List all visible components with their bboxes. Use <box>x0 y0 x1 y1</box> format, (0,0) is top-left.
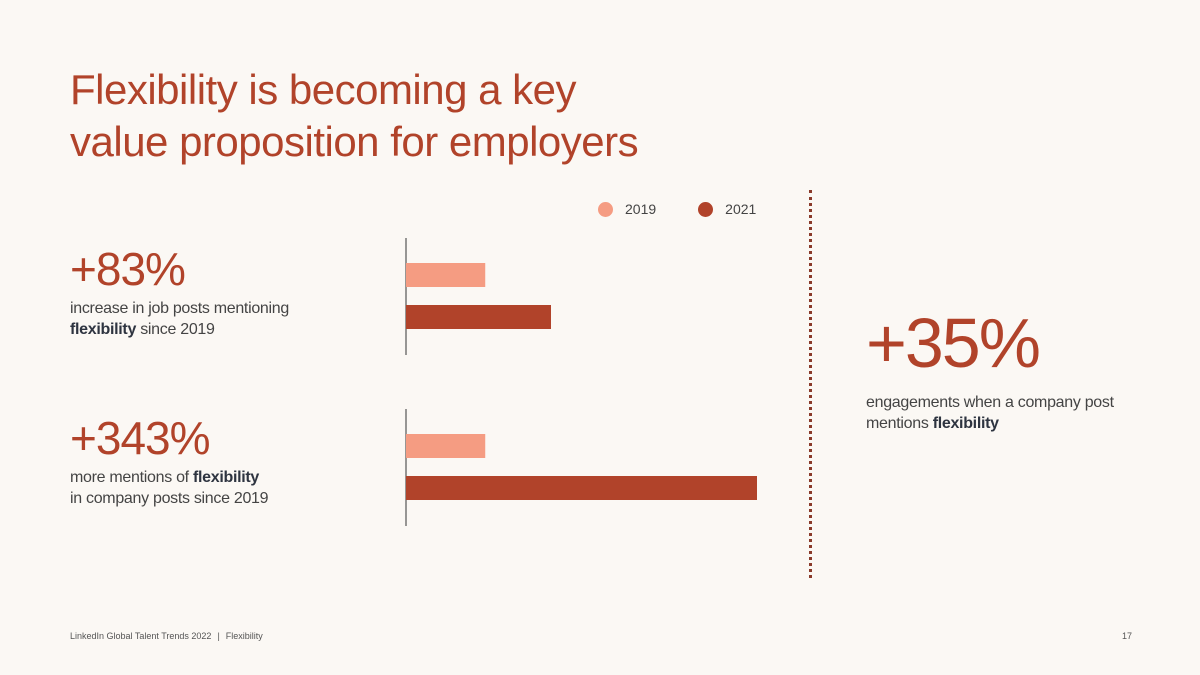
footer-section: Flexibility <box>225 631 263 641</box>
legend-label-2019: 2019 <box>625 201 657 217</box>
footer-source: LinkedIn Global Talent Trends 2022 <box>70 631 212 641</box>
footer-separator: | <box>217 631 220 641</box>
stat-company-posts-text-after: in company posts since 2019 <box>70 490 269 507</box>
stat-engagements-description: engagements when a company post mentions… <box>866 392 1166 434</box>
bar-company_posts-2021 <box>406 476 757 500</box>
legend-item-2021: 2021 <box>698 201 756 217</box>
stat-engagements-text: engagements when a company post mentions <box>866 394 1114 432</box>
bar-company_posts-2019 <box>406 434 486 458</box>
stat-company-posts-text: more mentions of <box>70 469 189 486</box>
stat-job-posts-bold: flexibility <box>70 321 137 338</box>
bar-chart <box>405 238 757 526</box>
stat-engagements-bold: flexibility <box>932 415 999 432</box>
page-title: Flexibility is becoming a key value prop… <box>70 64 770 168</box>
stat-company-posts-value: +343% <box>70 412 211 464</box>
vertical-divider <box>809 190 812 578</box>
stat-company-posts-bold: flexibility <box>192 469 260 486</box>
chart-legend: 2019 2021 <box>598 199 756 219</box>
stat-job-posts-description: increase in job posts mentioning flexibi… <box>70 298 390 340</box>
page-number: 17 <box>1121 631 1132 641</box>
bar-job_posts-2019 <box>406 263 486 287</box>
legend-label-2021: 2021 <box>725 201 757 217</box>
stat-job-posts: +83% increase in job posts mentioning fl… <box>70 244 390 340</box>
legend-item-2019: 2019 <box>598 201 656 217</box>
stat-job-posts-text: increase in job posts mentioning <box>70 300 289 317</box>
stat-company-posts-description: more mentions of flexibility in company … <box>70 467 390 509</box>
legend-dot-2019 <box>598 201 613 217</box>
legend-dot-2021 <box>698 201 714 217</box>
bar-job_posts-2021 <box>406 305 551 329</box>
stat-job-posts-value: +83% <box>70 243 186 295</box>
stat-company-posts: +343% more mentions of flexibility in co… <box>70 413 390 509</box>
title-line-2: value proposition for employers <box>70 118 639 165</box>
stat-engagements: +35% engagements when a company post men… <box>866 306 1166 434</box>
stat-job-posts-text-after: since 2019 <box>140 321 215 338</box>
footer: LinkedIn Global Talent Trends 2022 | Flexi… <box>70 631 263 641</box>
title-line-1: Flexibility is becoming a key <box>70 66 577 113</box>
stat-engagements-value: +35% <box>866 304 1041 382</box>
